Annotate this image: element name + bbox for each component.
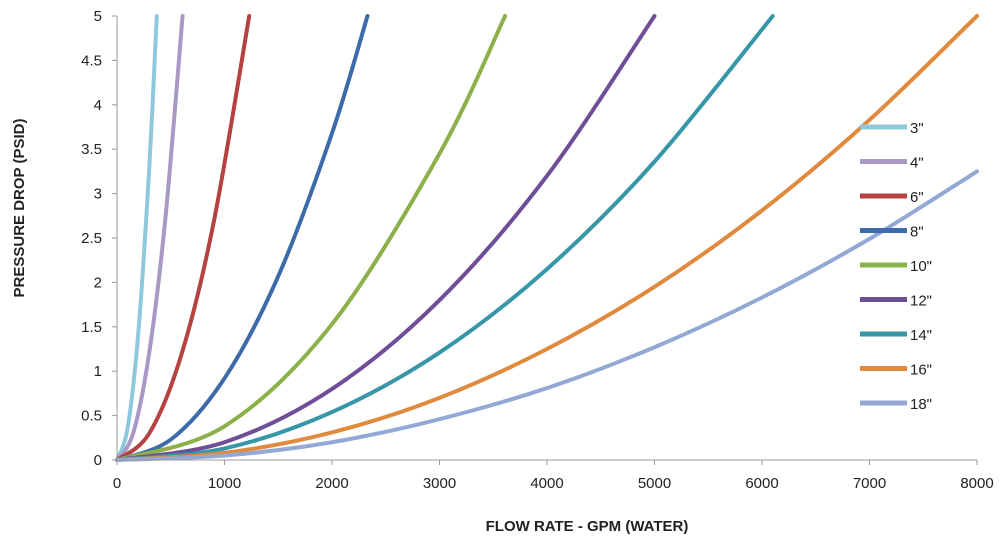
y-tick-label: 3.5 bbox=[81, 141, 102, 158]
series-line-7 bbox=[115, 14, 979, 462]
x-tick-label: 1000 bbox=[208, 475, 241, 492]
legend-label: 18" bbox=[910, 396, 932, 413]
x-tick-label: 3000 bbox=[423, 475, 456, 492]
x-tick-label: 7000 bbox=[853, 475, 886, 492]
x-axis-ticks: 0 1000 2000 3000 4000 5000 6000 7000 8000 bbox=[113, 460, 994, 492]
y-tick-label: 5 bbox=[94, 8, 102, 25]
x-tick-label: 4000 bbox=[530, 475, 563, 492]
legend-label: 12" bbox=[910, 293, 932, 310]
series-line-5 bbox=[115, 14, 657, 462]
y-tick-label: 4 bbox=[94, 97, 102, 114]
y-tick-label: 2 bbox=[94, 274, 102, 291]
x-tick-label: 5000 bbox=[638, 475, 671, 492]
legend-label: 16" bbox=[910, 362, 932, 379]
series-line-6 bbox=[115, 14, 775, 462]
y-tick-label: 1.5 bbox=[81, 319, 102, 336]
series-line-1 bbox=[115, 14, 185, 462]
plot-lines bbox=[115, 14, 979, 462]
y-axis-ticks: 0 0.5 1 1.5 2 2.5 3 3.5 4 4.5 5 bbox=[81, 8, 117, 469]
legend-label: 10" bbox=[910, 258, 932, 275]
x-tick-label: 0 bbox=[113, 475, 121, 492]
x-tick-label: 2000 bbox=[315, 475, 348, 492]
legend-label: 3" bbox=[910, 120, 924, 137]
series-line-8 bbox=[115, 169, 979, 462]
legend-label: 8" bbox=[910, 224, 924, 241]
y-tick-label: 0 bbox=[94, 452, 102, 469]
series-line-2 bbox=[115, 14, 252, 462]
y-tick-label: 2.5 bbox=[81, 230, 102, 247]
x-tick-label: 6000 bbox=[745, 475, 778, 492]
y-tick-label: 4.5 bbox=[81, 52, 102, 69]
legend-label: 14" bbox=[910, 327, 932, 344]
axes bbox=[116, 16, 977, 461]
legend: 3" 4" 6" 8" 10" 12" 14" 16" 18" bbox=[860, 120, 932, 413]
y-tick-label: 0.5 bbox=[81, 408, 102, 425]
y-tick-label: 1 bbox=[94, 363, 102, 380]
legend-label: 6" bbox=[910, 189, 924, 206]
series-line-0 bbox=[115, 14, 159, 462]
x-axis-title: FLOW RATE - GPM (WATER) bbox=[486, 518, 689, 535]
series-line-4 bbox=[115, 14, 508, 462]
y-axis-title: PRESSURE DROP (PSID) bbox=[11, 119, 28, 298]
y-tick-label: 3 bbox=[94, 186, 102, 203]
legend-label: 4" bbox=[910, 155, 924, 172]
series-line-3 bbox=[115, 14, 370, 462]
x-tick-label: 8000 bbox=[960, 475, 993, 492]
